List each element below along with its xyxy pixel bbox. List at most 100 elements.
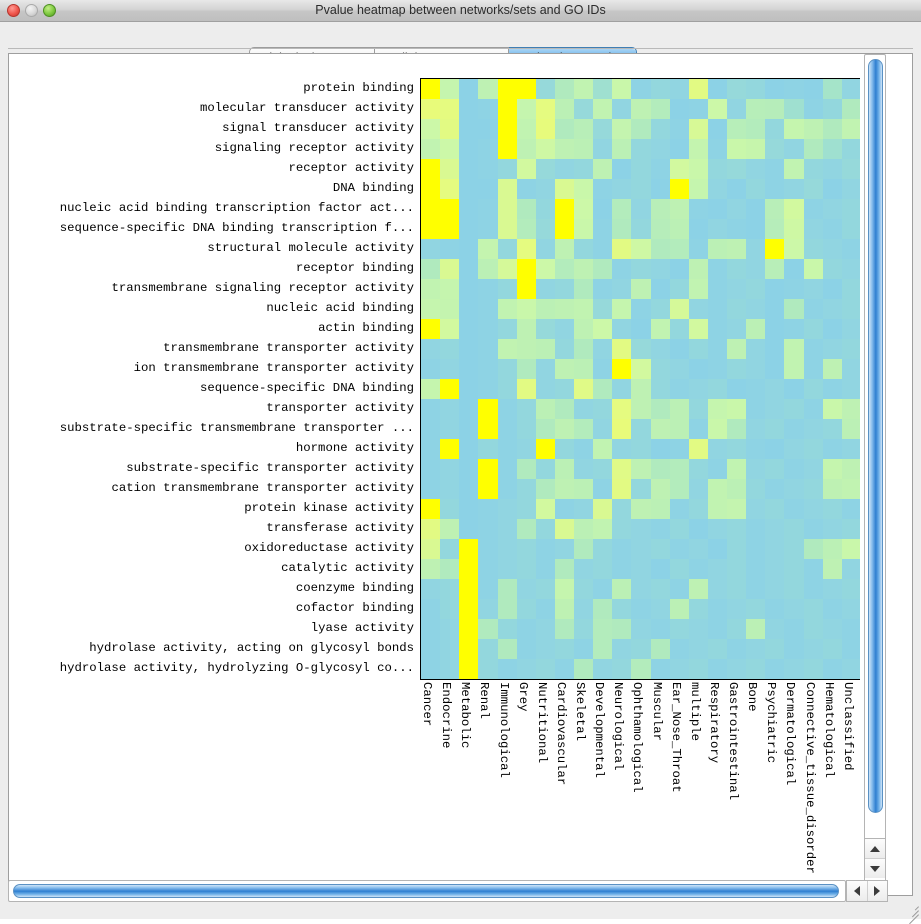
heatmap-cell[interactable] [822,259,842,279]
heatmap-cell[interactable] [516,659,536,679]
heatmap-cell[interactable] [727,579,747,599]
heatmap-cell[interactable] [497,219,517,239]
heatmap-cell[interactable] [612,619,632,639]
heatmap-cell[interactable] [612,139,632,159]
heatmap-cell[interactable] [765,119,785,139]
heatmap-cell[interactable] [669,579,689,599]
heatmap-cell[interactable] [784,279,804,299]
heatmap-cell[interactable] [784,379,804,399]
heatmap-cell[interactable] [574,79,594,99]
heatmap-cell[interactable] [535,339,555,359]
heatmap-cell[interactable] [803,99,823,119]
heatmap-cell[interactable] [688,399,708,419]
heatmap-cell[interactable] [459,559,479,579]
heatmap-cell[interactable] [650,339,670,359]
heatmap-cell[interactable] [650,579,670,599]
heatmap-cell[interactable] [803,579,823,599]
heatmap-cell[interactable] [612,599,632,619]
heatmap-cell[interactable] [746,639,766,659]
heatmap-cell[interactable] [631,559,651,579]
heatmap-cell[interactable] [516,279,536,299]
heatmap-cell[interactable] [631,339,651,359]
heatmap-cell[interactable] [535,119,555,139]
heatmap-cell[interactable] [765,619,785,639]
heatmap-cell[interactable] [593,519,613,539]
heatmap-cell[interactable] [727,239,747,259]
heatmap-cell[interactable] [841,319,860,339]
heatmap-cell[interactable] [574,459,594,479]
heatmap-cell[interactable] [707,239,727,259]
heatmap-cell[interactable] [650,499,670,519]
heatmap-cell[interactable] [459,279,479,299]
heatmap-cell[interactable] [554,199,574,219]
heatmap-cell[interactable] [421,159,441,179]
heatmap-cell[interactable] [746,399,766,419]
heatmap-cell[interactable] [593,379,613,399]
heatmap-cell[interactable] [631,539,651,559]
heatmap-cell[interactable] [746,419,766,439]
heatmap-cell[interactable] [593,539,613,559]
heatmap-cell[interactable] [593,639,613,659]
heatmap-cell[interactable] [803,379,823,399]
heatmap-cell[interactable] [688,179,708,199]
heatmap-cell[interactable] [727,219,747,239]
heatmap-cell[interactable] [765,539,785,559]
heatmap-cell[interactable] [516,259,536,279]
heatmap-cell[interactable] [535,299,555,319]
heatmap-cell[interactable] [650,159,670,179]
heatmap-cell[interactable] [421,239,441,259]
heatmap-cell[interactable] [631,399,651,419]
heatmap-cell[interactable] [727,559,747,579]
heatmap-cell[interactable] [746,339,766,359]
heatmap-cell[interactable] [669,439,689,459]
heatmap-cell[interactable] [478,239,498,259]
heatmap-cell[interactable] [803,539,823,559]
heatmap-cell[interactable] [669,659,689,679]
heatmap-cell[interactable] [554,179,574,199]
heatmap-cell[interactable] [459,579,479,599]
heatmap-cell[interactable] [593,159,613,179]
heatmap-cell[interactable] [554,379,574,399]
heatmap-cell[interactable] [669,379,689,399]
heatmap-cell[interactable] [650,179,670,199]
heatmap-cell[interactable] [421,299,441,319]
heatmap-cell[interactable] [822,139,842,159]
heatmap-cell[interactable] [516,459,536,479]
heatmap-cell[interactable] [459,519,479,539]
heatmap-cell[interactable] [574,139,594,159]
heatmap-cell[interactable] [440,419,460,439]
heatmap-cell[interactable] [669,299,689,319]
heatmap-cell[interactable] [784,519,804,539]
heatmap-grid[interactable] [420,78,860,680]
heatmap-cell[interactable] [669,559,689,579]
heatmap-cell[interactable] [841,159,860,179]
heatmap-cell[interactable] [650,519,670,539]
heatmap-cell[interactable] [516,419,536,439]
heatmap-cell[interactable] [784,119,804,139]
heatmap-cell[interactable] [554,419,574,439]
heatmap-cell[interactable] [803,599,823,619]
heatmap-cell[interactable] [650,199,670,219]
heatmap-cell[interactable] [822,539,842,559]
heatmap-cell[interactable] [803,279,823,299]
heatmap-cell[interactable] [459,119,479,139]
heatmap-cell[interactable] [746,99,766,119]
heatmap-cell[interactable] [631,639,651,659]
heatmap-cell[interactable] [841,359,860,379]
heatmap-cell[interactable] [631,199,651,219]
heatmap-cell[interactable] [669,359,689,379]
heatmap-cell[interactable] [574,179,594,199]
heatmap-cell[interactable] [650,459,670,479]
heatmap-cell[interactable] [612,419,632,439]
heatmap-cell[interactable] [803,519,823,539]
heatmap-cell[interactable] [803,119,823,139]
heatmap-cell[interactable] [707,179,727,199]
heatmap-cell[interactable] [765,479,785,499]
heatmap-cell[interactable] [688,279,708,299]
heatmap-cell[interactable] [593,479,613,499]
heatmap-cell[interactable] [746,559,766,579]
heatmap-cell[interactable] [478,259,498,279]
heatmap-cell[interactable] [631,359,651,379]
heatmap-cell[interactable] [650,659,670,679]
heatmap-cell[interactable] [822,499,842,519]
